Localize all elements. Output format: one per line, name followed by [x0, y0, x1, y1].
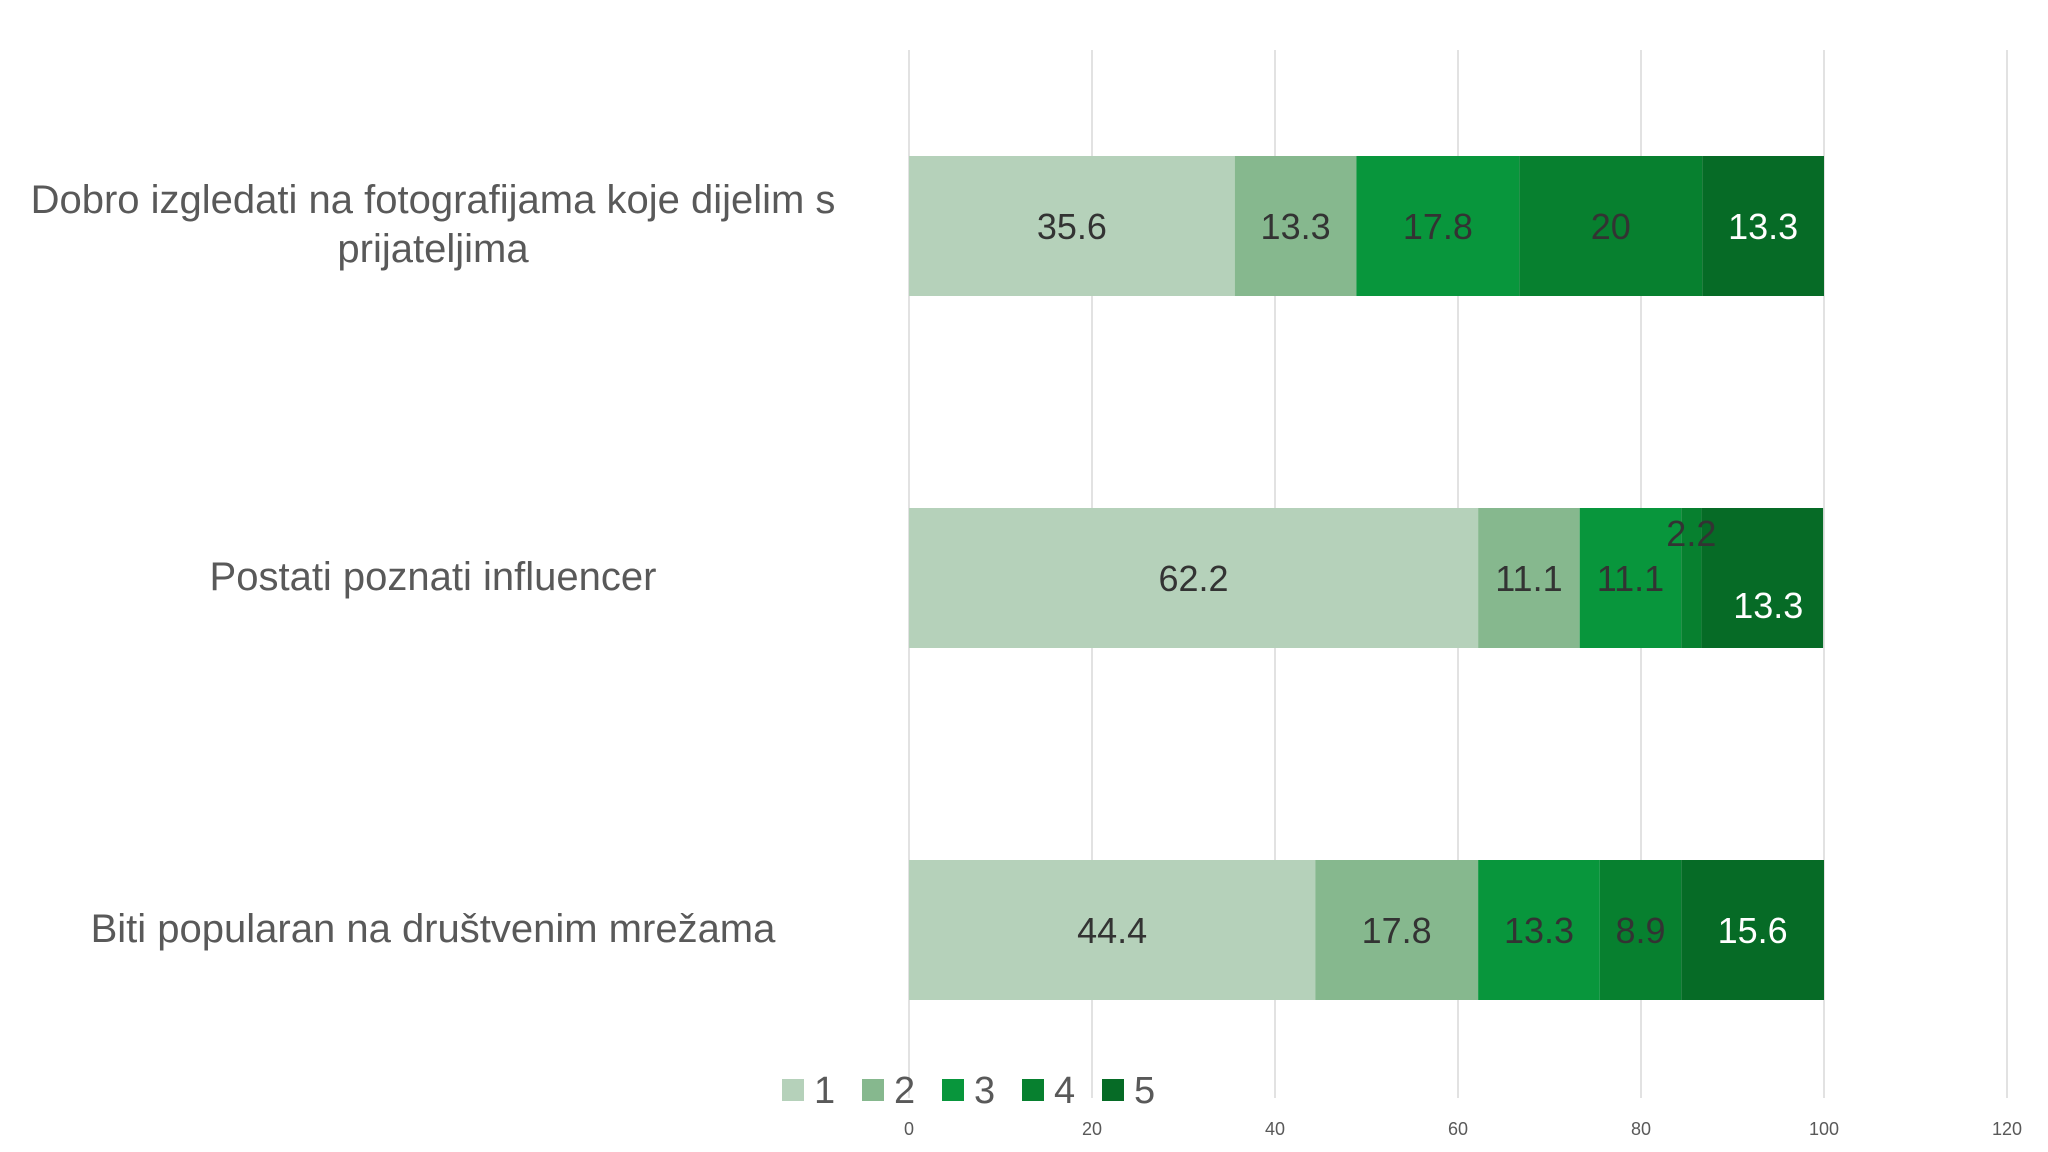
legend-swatch-3: [942, 1079, 964, 1101]
bar-segment-2-series-4: [1681, 508, 1702, 648]
category-label-1: Dobro izgledati na fotografijama koje di…: [30, 178, 836, 271]
legend-label-3: 3: [974, 1070, 995, 1112]
x-tick-label-0: 0: [904, 1119, 914, 1139]
x-tick-label-20: 20: [1082, 1119, 1102, 1139]
data-label-3-series-3: 13.3: [1504, 910, 1574, 951]
data-label-1-series-3: 17.8: [1403, 206, 1473, 247]
bar-segment-3-series-2: [1315, 860, 1479, 1000]
data-label-1-series-4: 20: [1591, 206, 1631, 247]
legend-label-4: 4: [1054, 1070, 1075, 1112]
bar-segment-3-series-3: [1478, 860, 1600, 1000]
x-tick-label-40: 40: [1265, 1119, 1285, 1139]
data-label-1-series-1: 35.6: [1037, 206, 1107, 247]
bar-segment-3-series-5: [1681, 860, 1824, 1000]
data-label-2-series-1: 62.2: [1159, 558, 1229, 599]
bar-segment-3-series-1: [909, 860, 1316, 1000]
data-labels: 35.6 13.3 17.8 20 13.362.2 11.1 11.12.213.344.…: [1037, 206, 1803, 951]
category-label-3: Biti popularan na društvenim mrežama: [90, 907, 776, 951]
bar-segment-1-series-1: [909, 156, 1235, 296]
data-label-2-series-2: 11.1: [1495, 558, 1562, 599]
bar-segment-1-series-3: [1356, 156, 1520, 296]
data-label-3-series-1: 44.4: [1077, 910, 1147, 951]
legend-label-1: 1: [814, 1070, 835, 1112]
legend-label-2: 2: [894, 1070, 915, 1112]
category-label-2: Postati poznati influencer: [209, 555, 657, 599]
bar-segment-2-series-5: [1701, 508, 1824, 648]
data-label-1-series-5: 13.3: [1728, 206, 1798, 247]
bar-segment-3-series-4: [1599, 860, 1682, 1000]
data-label-2-series-4: 2.2: [1666, 513, 1716, 554]
bars: [909, 156, 1824, 1000]
bar-segment-1-series-4: [1519, 156, 1703, 296]
x-tick-label-100: 100: [1809, 1119, 1839, 1139]
bar-segment-1-series-2: [1234, 156, 1357, 296]
data-label-2-series-5: 13.3: [1733, 585, 1803, 626]
legend-swatch-5: [1102, 1079, 1124, 1101]
legend-swatch-4: [1022, 1079, 1044, 1101]
data-label-1-series-2: 13.3: [1261, 206, 1331, 247]
bar-segment-1-series-5: [1702, 156, 1824, 296]
legend-label-5: 5: [1134, 1070, 1155, 1112]
legend: 1 2 3 4 5: [782, 1070, 1155, 1112]
data-label-3-series-5: 15.6: [1718, 910, 1788, 951]
bar-segment-2-series-1: [909, 508, 1479, 648]
bar-segment-2-series-3: [1579, 508, 1682, 648]
x-tick-labels: 0 20 40 60 80 100 120: [904, 1119, 2022, 1139]
legend-swatch-2: [862, 1079, 884, 1101]
data-label-2-series-3: 11.1: [1597, 558, 1664, 599]
x-tick-label-60: 60: [1448, 1119, 1468, 1139]
legend-swatch-1: [782, 1079, 804, 1101]
x-tick-label-80: 80: [1631, 1119, 1651, 1139]
data-label-3-series-2: 17.8: [1362, 910, 1432, 951]
data-label-3-series-4: 8.9: [1616, 910, 1666, 951]
bar-segment-2-series-2: [1478, 508, 1580, 648]
x-tick-label-120: 120: [1992, 1119, 2022, 1139]
